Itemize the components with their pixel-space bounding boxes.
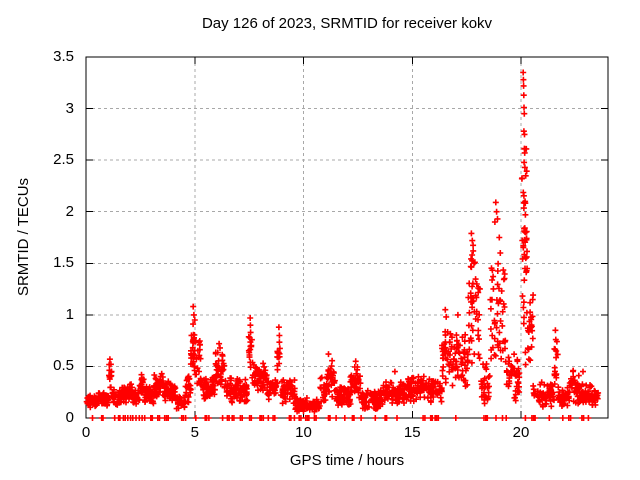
x-tick-label: 10 <box>295 424 312 441</box>
chart-title: Day 126 of 2023, SRMTID for receiver kok… <box>201 15 493 32</box>
data-points <box>83 69 602 421</box>
y-tick-label: 0.5 <box>53 357 74 375</box>
x-tick-label: 15 <box>403 424 421 441</box>
y-tick-label: 1.5 <box>53 254 74 272</box>
y-tick-label: 1 <box>65 305 74 323</box>
x-tick-label: 20 <box>512 424 530 441</box>
y-tick-label: 3.5 <box>53 48 74 65</box>
x-axis-label: GPS time / hours <box>289 452 405 469</box>
plot-border <box>85 56 609 419</box>
y-tick-label: 3 <box>65 99 74 117</box>
x-tick-label: 5 <box>190 424 199 441</box>
y-tick-label: 2.5 <box>53 151 74 169</box>
y-tick-label: 2 <box>65 202 74 220</box>
y-tick-label: 0 <box>65 409 74 426</box>
x-tick-label: 0 <box>81 424 91 441</box>
